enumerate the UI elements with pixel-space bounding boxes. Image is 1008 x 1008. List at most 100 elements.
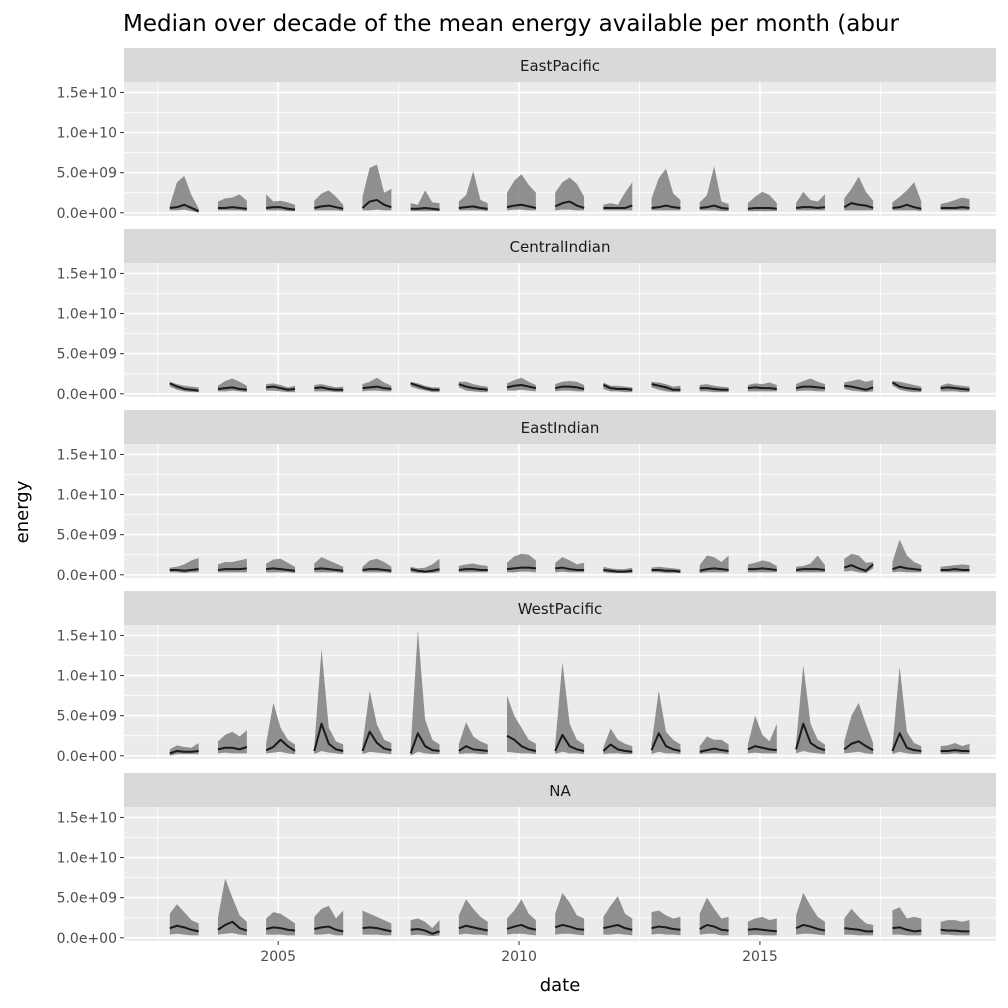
ribbon-season-0 bbox=[169, 175, 199, 213]
y-tick-label: 5.0e+09 bbox=[57, 891, 117, 907]
median-line-season-15 bbox=[892, 565, 922, 571]
facet-eastpacific: EastPacific 0.0e+00 5.0e+09 1.0e+10 1.5e+10 bbox=[57, 48, 996, 222]
ribbon-season-14 bbox=[844, 176, 874, 211]
median-line-season-3 bbox=[314, 386, 344, 391]
chart-title: Median over decade of the mean energy av… bbox=[123, 11, 899, 37]
median-line-season-10 bbox=[651, 204, 681, 209]
median-line-season-8 bbox=[554, 385, 585, 390]
y-tick-label: 0.0e+00 bbox=[57, 206, 117, 222]
ribbon-season-11 bbox=[699, 166, 729, 212]
median-line-season-7 bbox=[506, 383, 537, 390]
median-line-season-9 bbox=[602, 384, 633, 391]
ribbon-season-6 bbox=[458, 171, 488, 212]
median-line-season-14 bbox=[844, 927, 874, 933]
ribbon-season-5 bbox=[410, 558, 440, 574]
median-line-season-9 bbox=[603, 568, 633, 573]
ribbon-season-12 bbox=[747, 191, 777, 212]
median-line-season-14 bbox=[843, 740, 874, 752]
y-tick-label: 0.0e+00 bbox=[57, 931, 117, 947]
median-line-season-10 bbox=[651, 383, 681, 391]
facet-na: NA 0.0e+00 5.0e+09 1.0e+10 1.5e+10 bbox=[57, 773, 996, 947]
median-line-season-7 bbox=[506, 566, 537, 571]
median-line-season-13 bbox=[795, 385, 826, 390]
median-line-season-4 bbox=[362, 568, 392, 572]
ribbon-season-15 bbox=[892, 182, 922, 212]
median-line-season-5 bbox=[409, 732, 440, 754]
ribbon-season-4 bbox=[362, 164, 392, 211]
median-line-season-7 bbox=[506, 923, 537, 931]
median-line-season-7 bbox=[506, 203, 537, 209]
median-line-season-1 bbox=[217, 386, 247, 391]
median-line-season-3 bbox=[314, 925, 344, 933]
median-line-season-11 bbox=[699, 747, 729, 753]
ribbon-season-3 bbox=[314, 649, 344, 755]
ribbon-season-5 bbox=[410, 918, 440, 937]
ribbon-season-12 bbox=[747, 715, 777, 754]
median-line-season-4 bbox=[362, 926, 392, 933]
panel-background bbox=[124, 444, 996, 578]
median-line-season-15 bbox=[892, 203, 922, 210]
median-line-season-6 bbox=[458, 568, 488, 571]
x-axis: 2005 2010 2015 bbox=[260, 941, 778, 965]
ribbon-season-14 bbox=[844, 553, 874, 574]
median-line-season-1 bbox=[217, 920, 248, 932]
median-line-season-0 bbox=[169, 382, 199, 392]
ribbon-season-8 bbox=[555, 661, 585, 755]
facet-strip-label: NA bbox=[549, 782, 571, 800]
y-axis-title: energy bbox=[12, 480, 33, 543]
ribbon-season-5 bbox=[410, 190, 440, 212]
median-line-season-9 bbox=[603, 204, 633, 209]
ribbon-season-2 bbox=[266, 702, 296, 755]
y-tick-label: 5.0e+09 bbox=[57, 709, 117, 725]
median-line-season-16 bbox=[940, 928, 970, 933]
median-line-season-5 bbox=[410, 927, 440, 935]
x-axis-title: date bbox=[540, 975, 581, 996]
median-line-season-5 bbox=[410, 568, 440, 573]
median-line-season-12 bbox=[747, 927, 777, 933]
median-line-season-1 bbox=[217, 206, 247, 210]
y-tick-label: 0.0e+00 bbox=[57, 749, 117, 765]
y-tick-label: 1.5e+10 bbox=[57, 266, 117, 282]
ribbon-season-15 bbox=[892, 666, 922, 755]
y-tick-label: 0.0e+00 bbox=[57, 568, 117, 584]
ribbon-season-5 bbox=[410, 629, 440, 756]
x-tick-label: 2010 bbox=[501, 949, 537, 965]
ribbon-season-13 bbox=[796, 665, 825, 755]
median-line-season-2 bbox=[266, 206, 296, 211]
median-line-season-13 bbox=[795, 923, 826, 932]
ribbon-season-13 bbox=[796, 191, 825, 211]
y-tick-label: 5.0e+09 bbox=[57, 528, 117, 544]
median-line-season-15 bbox=[892, 926, 922, 933]
ribbon-season-10 bbox=[651, 690, 681, 755]
median-line-season-13 bbox=[795, 206, 826, 209]
median-line-season-14 bbox=[843, 563, 874, 572]
facet-strip-label: CentralIndian bbox=[510, 238, 611, 256]
facet-centralindian: CentralIndian 0.0e+00 5.0e+09 1.0e+10 1.5e+1… bbox=[57, 229, 996, 403]
ribbon-season-16 bbox=[940, 920, 970, 936]
median-line-season-16 bbox=[940, 206, 970, 209]
facet-strip bbox=[124, 773, 996, 807]
facet-eastindian: EastIndian 0.0e+00 5.0e+09 1.0e+10 1.5e+10 bbox=[57, 410, 996, 584]
median-line-season-9 bbox=[603, 923, 633, 931]
facet-strip bbox=[124, 410, 996, 444]
median-line-season-4 bbox=[361, 730, 392, 752]
median-line-season-12 bbox=[747, 206, 777, 210]
median-line-season-11 bbox=[699, 204, 729, 210]
median-line-season-5 bbox=[410, 206, 440, 211]
median-line-season-1 bbox=[217, 746, 248, 751]
median-line-season-5 bbox=[410, 382, 440, 391]
median-line-season-2 bbox=[266, 385, 296, 391]
ribbon-season-9 bbox=[603, 182, 633, 211]
y-tick-label: 1.5e+10 bbox=[57, 628, 117, 644]
median-line-season-11 bbox=[699, 923, 729, 932]
x-tick-label: 2015 bbox=[742, 949, 778, 965]
y-tick-label: 1.5e+10 bbox=[57, 85, 117, 101]
ribbon-season-7 bbox=[507, 174, 536, 211]
ribbon-season-13 bbox=[796, 555, 825, 573]
ribbon-season-1 bbox=[217, 878, 247, 936]
median-line-season-4 bbox=[362, 385, 392, 390]
y-tick-label: 1.0e+10 bbox=[57, 669, 117, 685]
median-line-season-13 bbox=[795, 722, 826, 752]
facet-westpacific: WestPacific 0.0e+00 5.0e+09 1.0e+10 1.5e+10 bbox=[57, 591, 996, 765]
y-tick-label: 0.0e+00 bbox=[57, 387, 117, 403]
